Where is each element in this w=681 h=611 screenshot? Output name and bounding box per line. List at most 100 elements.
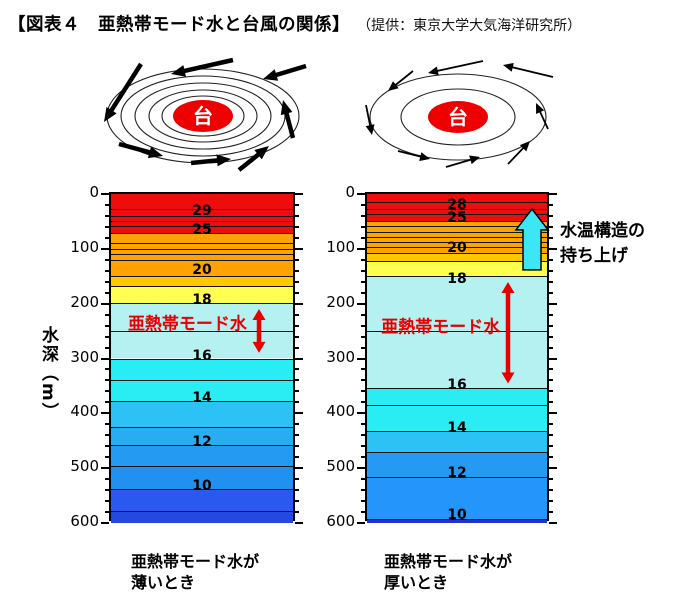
major-tick-left: [101, 302, 109, 305]
minor-tick-right: [549, 269, 553, 272]
minor-tick-left: [105, 203, 109, 206]
isotherm-line: [111, 427, 293, 429]
temperature-band: [367, 261, 547, 277]
major-tick-left: [101, 412, 109, 415]
isotherm-line: [111, 215, 293, 217]
wind-arrow-shaft: [538, 109, 549, 130]
major-tick-right: [549, 357, 557, 360]
caption-thick-line2: 厚いとき: [384, 573, 449, 592]
major-tick-right: [295, 247, 303, 250]
depth-axis-tick-label: 300: [70, 347, 99, 366]
minor-tick-right: [295, 335, 299, 338]
major-tick-right: [295, 357, 303, 360]
temperature-band: [111, 465, 293, 489]
minor-tick-right: [549, 478, 553, 481]
major-tick-right: [549, 412, 557, 415]
depth-axis-tick-label: 200: [70, 292, 99, 311]
isotherm-line: [367, 221, 547, 223]
depth-chart-thick-mode-water: 28 25 20 18 16 14 12 10 0 100 200 300 400 500 600 亜熱帯モー…: [326, 185, 557, 529]
figure-title: 【図表４ 亜熱帯モード水と台風の関係】: [8, 15, 350, 35]
mode-water-label: 亜熱帯モード水: [381, 317, 501, 337]
minor-tick-right: [295, 478, 299, 481]
temperature-band: [367, 194, 547, 222]
minor-tick-left: [105, 379, 109, 382]
depth-axis-tick-label: 500: [70, 457, 99, 476]
typhoon-eye-label: 台: [193, 104, 213, 128]
isotherm-line: [111, 233, 293, 235]
minor-tick-left: [361, 401, 365, 404]
temperature-band: [367, 431, 547, 452]
minor-tick-left: [361, 203, 365, 206]
minor-tick-right: [295, 313, 299, 316]
minor-tick-left: [105, 390, 109, 393]
isotherm-line: [367, 236, 547, 238]
temperature-band: [367, 451, 547, 478]
minor-tick-left: [105, 258, 109, 261]
isotherm-line: [111, 242, 293, 244]
isotherm-line: [367, 252, 547, 254]
wind-arrow-shaft: [507, 146, 526, 165]
temperature-band: [111, 427, 293, 446]
isotherm-label: 28: [447, 196, 467, 213]
temperature-band: [367, 252, 547, 262]
minor-tick-left: [105, 478, 109, 481]
major-tick-left: [101, 247, 109, 250]
isotherm-line: [367, 331, 547, 333]
temperature-band: [367, 477, 547, 520]
minor-tick-right: [549, 500, 553, 503]
isotherm-label: 20: [192, 262, 212, 279]
minor-tick-right: [549, 511, 553, 514]
minor-tick-left: [361, 280, 365, 283]
depth-axis-tick-label: 100: [70, 237, 99, 256]
wind-arrow-head: [388, 81, 399, 91]
minor-tick-right: [295, 379, 299, 382]
figure-credit: （提供：東京大学大気海洋研究所）: [357, 18, 582, 34]
temperature-band: [111, 276, 293, 286]
minor-tick-left: [361, 500, 365, 503]
depth-axis-tick-label: 100: [326, 237, 355, 256]
minor-tick-left: [361, 390, 365, 393]
minor-tick-right: [549, 313, 553, 316]
depth-axis-tick-label: 300: [326, 347, 355, 366]
major-tick-left: [357, 193, 365, 195]
mode-water-label: 亜熱帯モード水: [127, 314, 247, 335]
minor-tick-right: [549, 423, 553, 426]
minor-tick-left: [105, 269, 109, 272]
temperature-band: [111, 358, 293, 401]
wind-arrow-shaft: [283, 111, 296, 139]
isotherm-line: [111, 302, 293, 304]
major-tick-right: [549, 193, 557, 195]
minor-tick-right: [549, 258, 553, 261]
wind-arrow-head: [519, 141, 530, 152]
minor-tick-left: [361, 478, 365, 481]
minor-tick-left: [105, 225, 109, 228]
minor-tick-left: [361, 511, 365, 514]
depth-axis-tick-label: 0: [345, 183, 355, 201]
minor-tick-right: [549, 489, 553, 492]
minor-tick-left: [361, 456, 365, 459]
minor-tick-right: [295, 280, 299, 283]
major-tick-right: [295, 193, 303, 195]
wind-arrow-shaft: [118, 141, 153, 156]
isotherm-line: [111, 489, 293, 490]
minor-tick-right: [295, 434, 299, 437]
wind-arrow-head: [171, 65, 186, 77]
wind-arrow-head: [280, 100, 293, 116]
minor-tick-left: [361, 335, 365, 338]
typhoon-eye: [173, 100, 233, 132]
minor-tick-left: [105, 500, 109, 503]
minor-tick-right: [549, 236, 553, 239]
isotherm-line: [111, 248, 293, 250]
depth-axis-tick-label: 200: [326, 292, 355, 311]
minor-tick-left: [361, 489, 365, 492]
lift-annotation-line1: 水温構造の: [560, 221, 645, 241]
typhoon-symbol-weak: 台: [365, 60, 554, 168]
isotherm-label: 10: [192, 478, 212, 495]
isotherm-label: 12: [192, 434, 212, 451]
minor-tick-left: [361, 423, 365, 426]
isotherm-line: [111, 400, 293, 402]
isotherm-line: [111, 253, 293, 255]
isotherm-line: [111, 511, 293, 513]
wind-arrow-shaft: [365, 104, 372, 128]
wind-arrow-shaft: [190, 157, 220, 166]
